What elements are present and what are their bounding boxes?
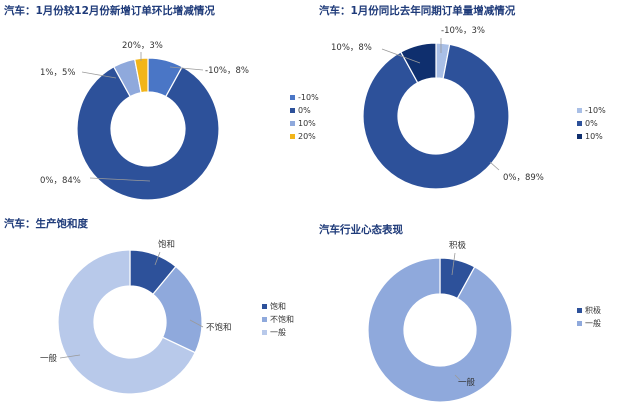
chart-1-data-label-2: 0%，84% bbox=[40, 176, 81, 186]
chart-1-legend-swatch-3 bbox=[290, 121, 295, 126]
chart-4-slice-2 bbox=[367, 257, 513, 403]
chart-4-data-label-2: 一般 bbox=[458, 377, 476, 388]
chart-4-data-label-1: 积极 bbox=[449, 240, 467, 251]
chart-2-title: 汽车：1月份同比去年同期订单量增减情况 bbox=[319, 5, 516, 17]
chart-4-legend-label-2: 一般 bbox=[585, 318, 601, 328]
chart-4-legend-swatch-1 bbox=[577, 308, 582, 313]
chart-2-legend-swatch-3 bbox=[577, 134, 582, 139]
chart-1-data-label-4: 20%，3% bbox=[122, 41, 163, 51]
chart-1-legend-label-3: 10% bbox=[298, 119, 316, 128]
chart-2-data-label-2: 0%，89% bbox=[503, 173, 544, 183]
chart-2-legend-label-2: 0% bbox=[585, 119, 598, 128]
chart-3-slice-3 bbox=[57, 249, 196, 395]
chart-2-legend-swatch-1 bbox=[577, 108, 582, 113]
chart-1-leader-2 bbox=[89, 177, 151, 182]
chart-3-leader-1 bbox=[154, 251, 161, 266]
chart-3-leader-2 bbox=[189, 319, 204, 328]
chart-3-legend-label-2: 不饱和 bbox=[270, 314, 294, 324]
chart-4-title: 汽车行业心态表现 bbox=[319, 224, 403, 236]
chart-1-leader-1 bbox=[169, 66, 204, 71]
chart-1-legend-label-2: 0% bbox=[298, 106, 311, 115]
chart-1-title: 汽车：1月份较12月份新增订单环比增减情况 bbox=[4, 5, 215, 17]
chart-1-data-label-3: 1%，5% bbox=[40, 68, 75, 78]
chart-4-leader-1 bbox=[451, 252, 456, 276]
chart-3-data-label-1: 饱和 bbox=[158, 239, 175, 250]
chart-1-slice-2 bbox=[76, 65, 220, 201]
chart-2-leader-3 bbox=[381, 48, 421, 64]
chart-1-legend-swatch-4 bbox=[290, 134, 295, 139]
chart-2-legend-label-1: -10% bbox=[585, 106, 606, 115]
chart-2-leader-2 bbox=[489, 161, 500, 171]
chart-4-leader-2 bbox=[454, 374, 461, 381]
chart-1-legend-swatch-1 bbox=[290, 95, 295, 100]
chart-2-data-label-3: 10%，8% bbox=[331, 43, 372, 53]
chart-2-slice-3 bbox=[400, 42, 437, 84]
chart-2-legend-swatch-2 bbox=[577, 121, 582, 126]
chart-1-legend-label-4: 20% bbox=[298, 132, 316, 141]
chart-3-leader-3 bbox=[59, 354, 81, 359]
chart-3-legend-label-1: 饱和 bbox=[270, 301, 286, 311]
chart-3-title: 汽车：生产饱和度 bbox=[4, 218, 88, 230]
chart-3-data-label-2: 不饱和 bbox=[206, 322, 232, 333]
chart-3-legend-swatch-2 bbox=[262, 317, 267, 322]
chart-3-legend-swatch-1 bbox=[262, 304, 267, 309]
chart-1-legend-swatch-2 bbox=[290, 108, 295, 113]
chart-2-legend-label-3: 10% bbox=[585, 132, 603, 141]
chart-3-legend-label-3: 一般 bbox=[270, 327, 286, 337]
chart-1-data-label-1: -10%，8% bbox=[205, 66, 249, 76]
chart-4-legend-swatch-2 bbox=[577, 321, 582, 326]
chart-4-legend-label-1: 积极 bbox=[585, 305, 601, 315]
chart-3-data-label-3: 一般 bbox=[40, 353, 58, 364]
chart-2-slice-2 bbox=[362, 43, 510, 190]
chart-1-legend-label-1: -10% bbox=[298, 93, 319, 102]
chart-2-data-label-1: -10%，3% bbox=[441, 26, 485, 36]
chart-1-leader-3 bbox=[81, 71, 117, 79]
chart-1-slice-4 bbox=[133, 57, 149, 94]
chart-3-legend-swatch-3 bbox=[262, 330, 267, 335]
